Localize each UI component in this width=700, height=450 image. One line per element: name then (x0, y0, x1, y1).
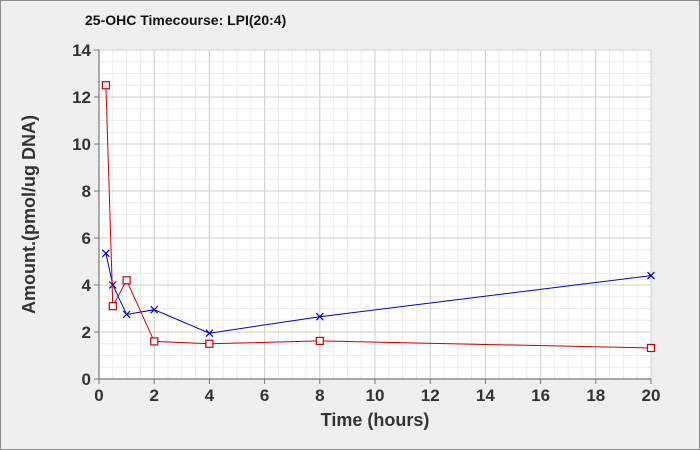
chart-title: 25-OHC Timecourse: LPI(20:4) (85, 12, 286, 28)
data-point (122, 276, 131, 285)
y-tick-label: 12 (72, 88, 91, 107)
data-point (205, 329, 214, 338)
axes (94, 49, 652, 384)
data-point (108, 281, 117, 289)
x-tick-label: 18 (586, 386, 605, 405)
x-tick-label: 10 (366, 386, 385, 405)
data-point (646, 343, 656, 353)
data-point (122, 310, 131, 319)
y-tick-label: 8 (82, 182, 91, 201)
x-tick-label: 8 (315, 386, 324, 405)
x-axis-label: Time (hours) (321, 410, 430, 430)
data-point (101, 81, 111, 90)
data-point (315, 312, 324, 321)
data-point (205, 339, 214, 348)
tick-labels: 0 2 4 6 8 10 12 14 16 18 20 0 2 4 6 8 10 12 14 (72, 41, 660, 405)
x-tick-label: 6 (260, 386, 269, 405)
x-tick-label: 0 (94, 386, 103, 405)
y-tick-label: 14 (72, 41, 91, 60)
x-tick-label: 16 (531, 386, 550, 405)
x-tick-label: 4 (205, 386, 215, 405)
data-point (647, 271, 655, 280)
y-tick-label: 2 (82, 323, 91, 342)
x-tick-label: 12 (421, 386, 440, 405)
y-tick-label: 10 (72, 135, 91, 154)
series-1 (101, 249, 655, 338)
series-2 (101, 81, 656, 353)
x-tick-label: 14 (476, 386, 495, 405)
data-point (315, 336, 324, 346)
data-point (101, 249, 110, 258)
series-layer (101, 81, 656, 353)
data-point (108, 302, 117, 311)
y-tick-label: 6 (82, 229, 91, 248)
x-tick-label: 2 (149, 386, 158, 405)
x-tick-label: 20 (642, 386, 661, 405)
y-tick-label: 4 (82, 276, 92, 295)
minor-grid (98, 49, 652, 380)
y-tick-label: 0 (82, 370, 91, 389)
data-point (150, 305, 159, 314)
data-point (150, 337, 159, 346)
y-axis-label: Amount.(pmol/ug DNA) (19, 115, 39, 314)
